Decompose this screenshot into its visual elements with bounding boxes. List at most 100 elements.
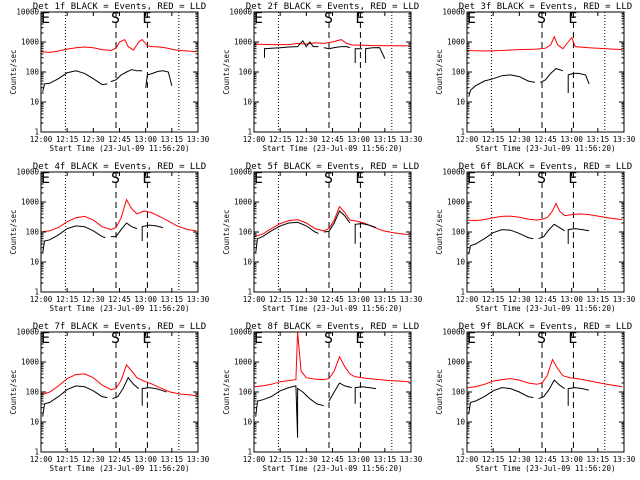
x-tick-label: 12:45 <box>534 455 557 464</box>
y-tick-label: 100 <box>451 388 465 397</box>
chart-panel: Det 5f BLACK = Events, RED = LLD 1 10 100 10… <box>222 162 423 313</box>
event-marker: E <box>142 169 151 187</box>
event-marker: S <box>324 169 333 187</box>
plot-frame <box>466 11 625 133</box>
x-tick-label: 12:15 <box>56 455 79 464</box>
event-marker: E <box>355 169 364 187</box>
x-tick-label: 13:00 <box>560 295 583 304</box>
chart-title: Det 1f BLACK = Events, RED = LLD <box>33 2 206 12</box>
y-tick-label: 1000 <box>447 358 466 367</box>
x-tick-label: 12:00 <box>243 455 266 464</box>
series-line <box>467 35 623 52</box>
x-tick-label: 13:30 <box>400 295 423 304</box>
x-axis-label: Start Time (23-Jul-09 11:56:20) <box>50 144 190 153</box>
x-tick-label: 13:30 <box>400 135 423 144</box>
event-marker: E <box>41 329 50 347</box>
x-tick-label: 12:00 <box>456 455 479 464</box>
y-tick-label: 1000 <box>21 38 40 47</box>
y-axis-label: Counts/sec <box>435 49 444 94</box>
x-tick-label: 12:30 <box>295 455 318 464</box>
y-tick-label: 100 <box>238 68 252 77</box>
x-axis-label: Start Time (23-Jul-09 11:56:20) <box>476 144 616 153</box>
x-tick-label: 12:15 <box>269 295 292 304</box>
series-line <box>469 224 593 254</box>
series-line <box>254 332 410 388</box>
y-tick-label: 1000 <box>447 198 466 207</box>
series-line <box>42 69 173 92</box>
x-tick-label: 12:15 <box>482 295 505 304</box>
event-marker: S <box>537 9 546 27</box>
y-axis-label: Counts/sec <box>222 49 231 94</box>
event-marker: S <box>111 9 120 27</box>
x-tick-label: 13:30 <box>613 455 636 464</box>
x-tick-label: 13:30 <box>187 455 210 464</box>
x-tick-label: 12:00 <box>456 135 479 144</box>
y-axis-label: Counts/sec <box>435 369 444 414</box>
plot-frame <box>253 11 412 133</box>
event-marker: S <box>324 9 333 27</box>
series-line <box>264 39 386 63</box>
x-tick-label: 13:15 <box>161 455 184 464</box>
y-axis-label: Counts/sec <box>435 209 444 254</box>
y-tick-label: 100 <box>25 388 39 397</box>
y-tick-label: 100 <box>25 68 39 77</box>
series-group <box>467 358 623 415</box>
x-tick-label: 12:30 <box>508 455 531 464</box>
y-axis-label: Counts/sec <box>222 369 231 414</box>
chart-panel: Det 9f BLACK = Events, RED = LLD 1 10 100 10… <box>435 322 636 473</box>
y-tick-label: 1 <box>460 288 465 297</box>
x-tick-label: 13:00 <box>347 135 370 144</box>
x-tick-label: 13:00 <box>347 295 370 304</box>
chart-panel: Det 1f BLACK = Events, RED = LLD 1 10 100 10… <box>9 2 210 153</box>
x-tick-label: 12:00 <box>30 455 53 464</box>
x-tick-label: 13:00 <box>560 135 583 144</box>
x-tick-label: 13:30 <box>187 135 210 144</box>
chart-title: Det 5f BLACK = Events, RED = LLD <box>246 162 419 172</box>
y-tick-label: 10 <box>30 258 40 267</box>
x-tick-label: 12:45 <box>321 295 344 304</box>
x-tick-label: 13:00 <box>347 455 370 464</box>
y-tick-label: 10 <box>30 418 40 427</box>
x-tick-label: 13:15 <box>587 455 610 464</box>
x-axis-label: Start Time (23-Jul-09 11:56:20) <box>263 144 403 153</box>
event-marker: E <box>355 9 364 27</box>
event-marker: E <box>467 9 476 27</box>
event-marker: E <box>355 329 364 347</box>
x-tick-label: 12:30 <box>508 135 531 144</box>
x-tick-label: 12:15 <box>269 455 292 464</box>
series-line <box>41 363 197 397</box>
y-tick-label: 10000 <box>442 8 465 17</box>
x-tick-label: 12:00 <box>243 295 266 304</box>
chart-title: Det 9f BLACK = Events, RED = LLD <box>459 322 632 332</box>
series-line <box>41 38 197 53</box>
event-marker: E <box>568 329 577 347</box>
x-tick-label: 13:00 <box>134 455 157 464</box>
chart-panel: Det 3f BLACK = Events, RED = LLD 1 10 100 10… <box>435 2 636 153</box>
y-tick-label: 100 <box>25 228 39 237</box>
y-axis-label: Counts/sec <box>222 209 231 254</box>
x-tick-label: 12:00 <box>30 135 53 144</box>
chart-panel: Det 2f BLACK = Events, RED = LLD 1 10 100 10… <box>222 2 423 153</box>
event-marker: E <box>41 169 50 187</box>
x-tick-label: 13:30 <box>400 455 423 464</box>
series-line <box>468 68 590 97</box>
x-tick-label: 12:30 <box>82 135 105 144</box>
x-tick-label: 12:15 <box>56 135 79 144</box>
event-marker: E <box>568 169 577 187</box>
y-tick-label: 1000 <box>21 198 40 207</box>
x-tick-label: 13:15 <box>161 135 184 144</box>
y-tick-label: 10 <box>30 98 40 107</box>
y-tick-label: 1 <box>247 448 252 457</box>
y-tick-label: 1 <box>34 288 39 297</box>
y-tick-label: 1000 <box>447 38 466 47</box>
series-line <box>256 211 380 253</box>
x-tick-label: 12:30 <box>82 295 105 304</box>
y-tick-label: 1000 <box>234 358 253 367</box>
event-marker: E <box>568 9 577 27</box>
chart-title: Det 6f BLACK = Events, RED = LLD <box>459 162 632 172</box>
plot-frame <box>40 11 199 133</box>
x-axis-label: Start Time (23-Jul-09 11:56:20) <box>263 304 403 313</box>
x-tick-label: 12:45 <box>321 455 344 464</box>
series-line <box>254 205 410 238</box>
series-group <box>254 332 410 438</box>
